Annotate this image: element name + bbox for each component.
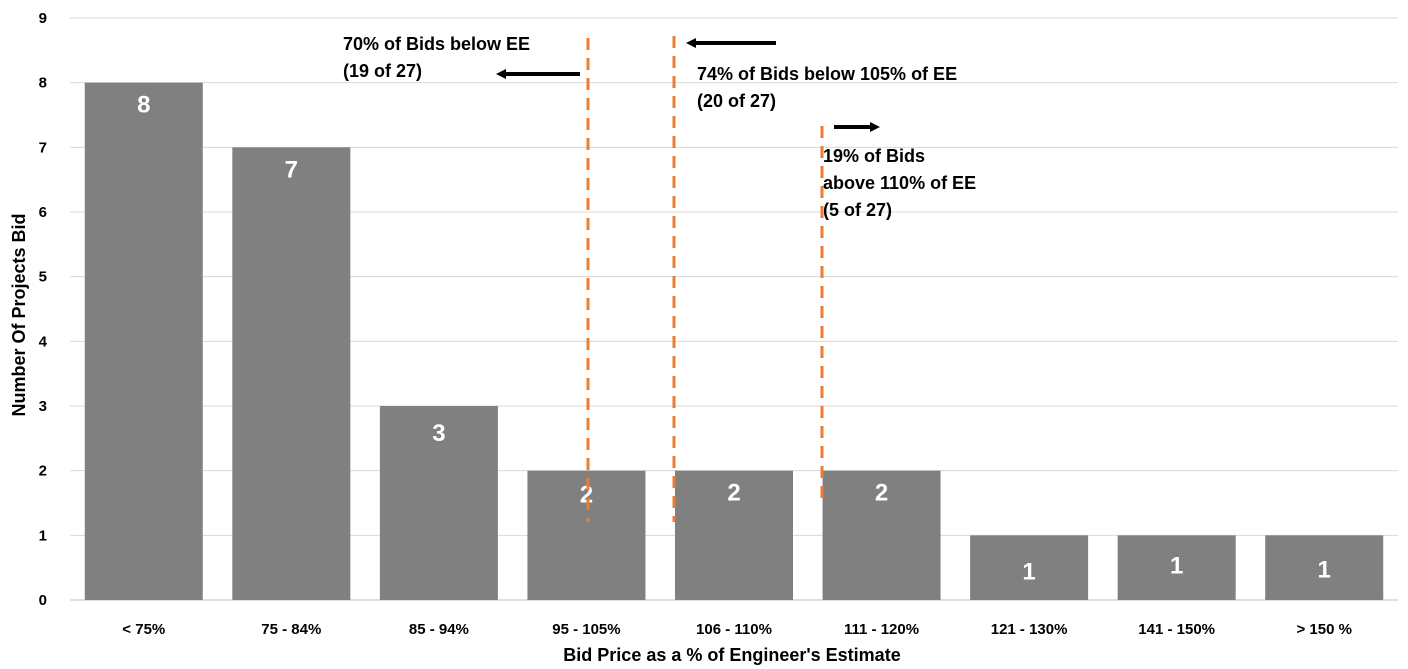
x-tick-label: 85 - 94% (409, 621, 469, 638)
bar (232, 147, 351, 601)
y-tick-label: 5 (39, 269, 47, 286)
x-axis-title: Bid Price as a % of Engineer's Estimate (563, 645, 900, 665)
x-tick-label: 141 - 150% (1138, 621, 1215, 638)
bar (822, 470, 941, 600)
x-tick-label: 121 - 130% (991, 621, 1068, 638)
y-tick-label: 3 (39, 398, 47, 415)
bar-data-label: 2 (875, 480, 888, 507)
x-tick-label: 75 - 84% (261, 621, 321, 638)
bar-data-label: 8 (137, 92, 150, 119)
bar (675, 470, 793, 600)
bar (1117, 535, 1236, 600)
y-tick-label: 9 (39, 10, 47, 27)
y-tick-label: 4 (39, 333, 48, 350)
bar (1265, 535, 1384, 600)
axis-ticks: 0 1 2 3 4 5 6 7 8 9 < 75% 75 - 84% 85 - 94% 95 - 105%… (39, 10, 1352, 638)
bar-data-label: 1 (1170, 552, 1183, 579)
bar-data-label: 2 (727, 480, 740, 507)
bar (379, 406, 498, 600)
annotations: 70% of Bids below EE (19 of 27) 74% of Bid… (343, 34, 976, 522)
annotation-text: 70% of Bids below EE (343, 34, 530, 54)
y-tick-label: 0 (39, 592, 47, 609)
bar-data-label: 2 (580, 482, 593, 509)
y-tick-label: 2 (39, 463, 47, 480)
x-tick-label: > 150 % (1296, 621, 1351, 638)
annotation-text: (5 of 27) (823, 200, 892, 220)
y-axis-title: Number Of Projects Bid (9, 213, 29, 416)
bar-data-label: 3 (432, 420, 445, 447)
bar (527, 470, 646, 600)
x-tick-label: < 75% (122, 621, 165, 638)
x-tick-label: 111 - 120% (844, 621, 919, 638)
y-tick-label: 1 (39, 527, 47, 544)
bar (84, 82, 203, 600)
bar-data-label: 1 (1318, 556, 1331, 583)
bar (970, 535, 1089, 600)
x-tick-label: 106 - 110% (696, 621, 772, 638)
bar-data-label: 7 (285, 156, 298, 183)
y-tick-label: 6 (39, 204, 47, 221)
y-tick-label: 7 (39, 139, 47, 156)
bars: 8 7 3 2 2 2 1 1 1 (84, 82, 1384, 601)
x-tick-label: 95 - 105% (552, 621, 620, 638)
annotation-text: 19% of Bids (823, 146, 925, 166)
annotation-text: (19 of 27) (343, 61, 422, 81)
annotation-text: (20 of 27) (697, 91, 776, 111)
bar-data-label: 1 (1022, 558, 1035, 585)
annotation-text: above 110% of EE (823, 173, 976, 193)
annotation-text: 74% of Bids below 105% of EE (697, 64, 957, 84)
y-tick-label: 8 (39, 75, 47, 92)
